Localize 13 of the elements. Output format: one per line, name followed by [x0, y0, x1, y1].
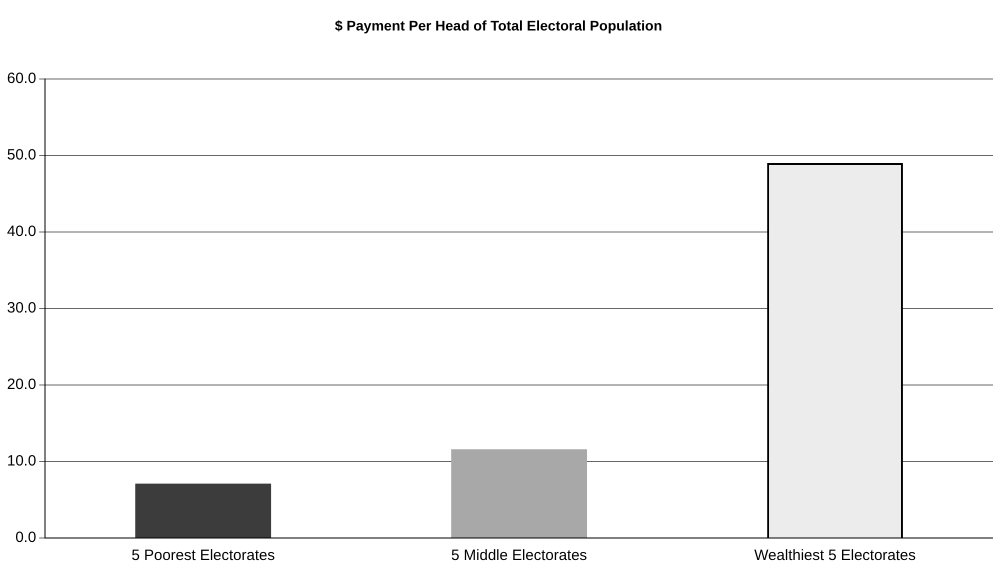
x-tick-label: Wealthiest 5 Electorates: [754, 547, 916, 564]
bar: [135, 484, 272, 538]
y-tick-label: 0.0: [15, 529, 36, 546]
y-tick-label: 40.0: [6, 223, 36, 240]
chart-title: $ Payment Per Head of Total Electoral Population: [334, 17, 662, 34]
y-tick-label: 20.0: [6, 376, 36, 394]
x-tick-label: 5 Poorest Electorates: [131, 547, 275, 564]
x-tick-label: 5 Middle Electorates: [451, 547, 588, 564]
y-tick-label: 60.0: [6, 70, 36, 87]
bar: [451, 449, 588, 538]
y-tick-label: 10.0: [6, 452, 36, 470]
y-tick-label: 30.0: [6, 300, 36, 317]
y-tick-label: 50.0: [6, 146, 36, 164]
